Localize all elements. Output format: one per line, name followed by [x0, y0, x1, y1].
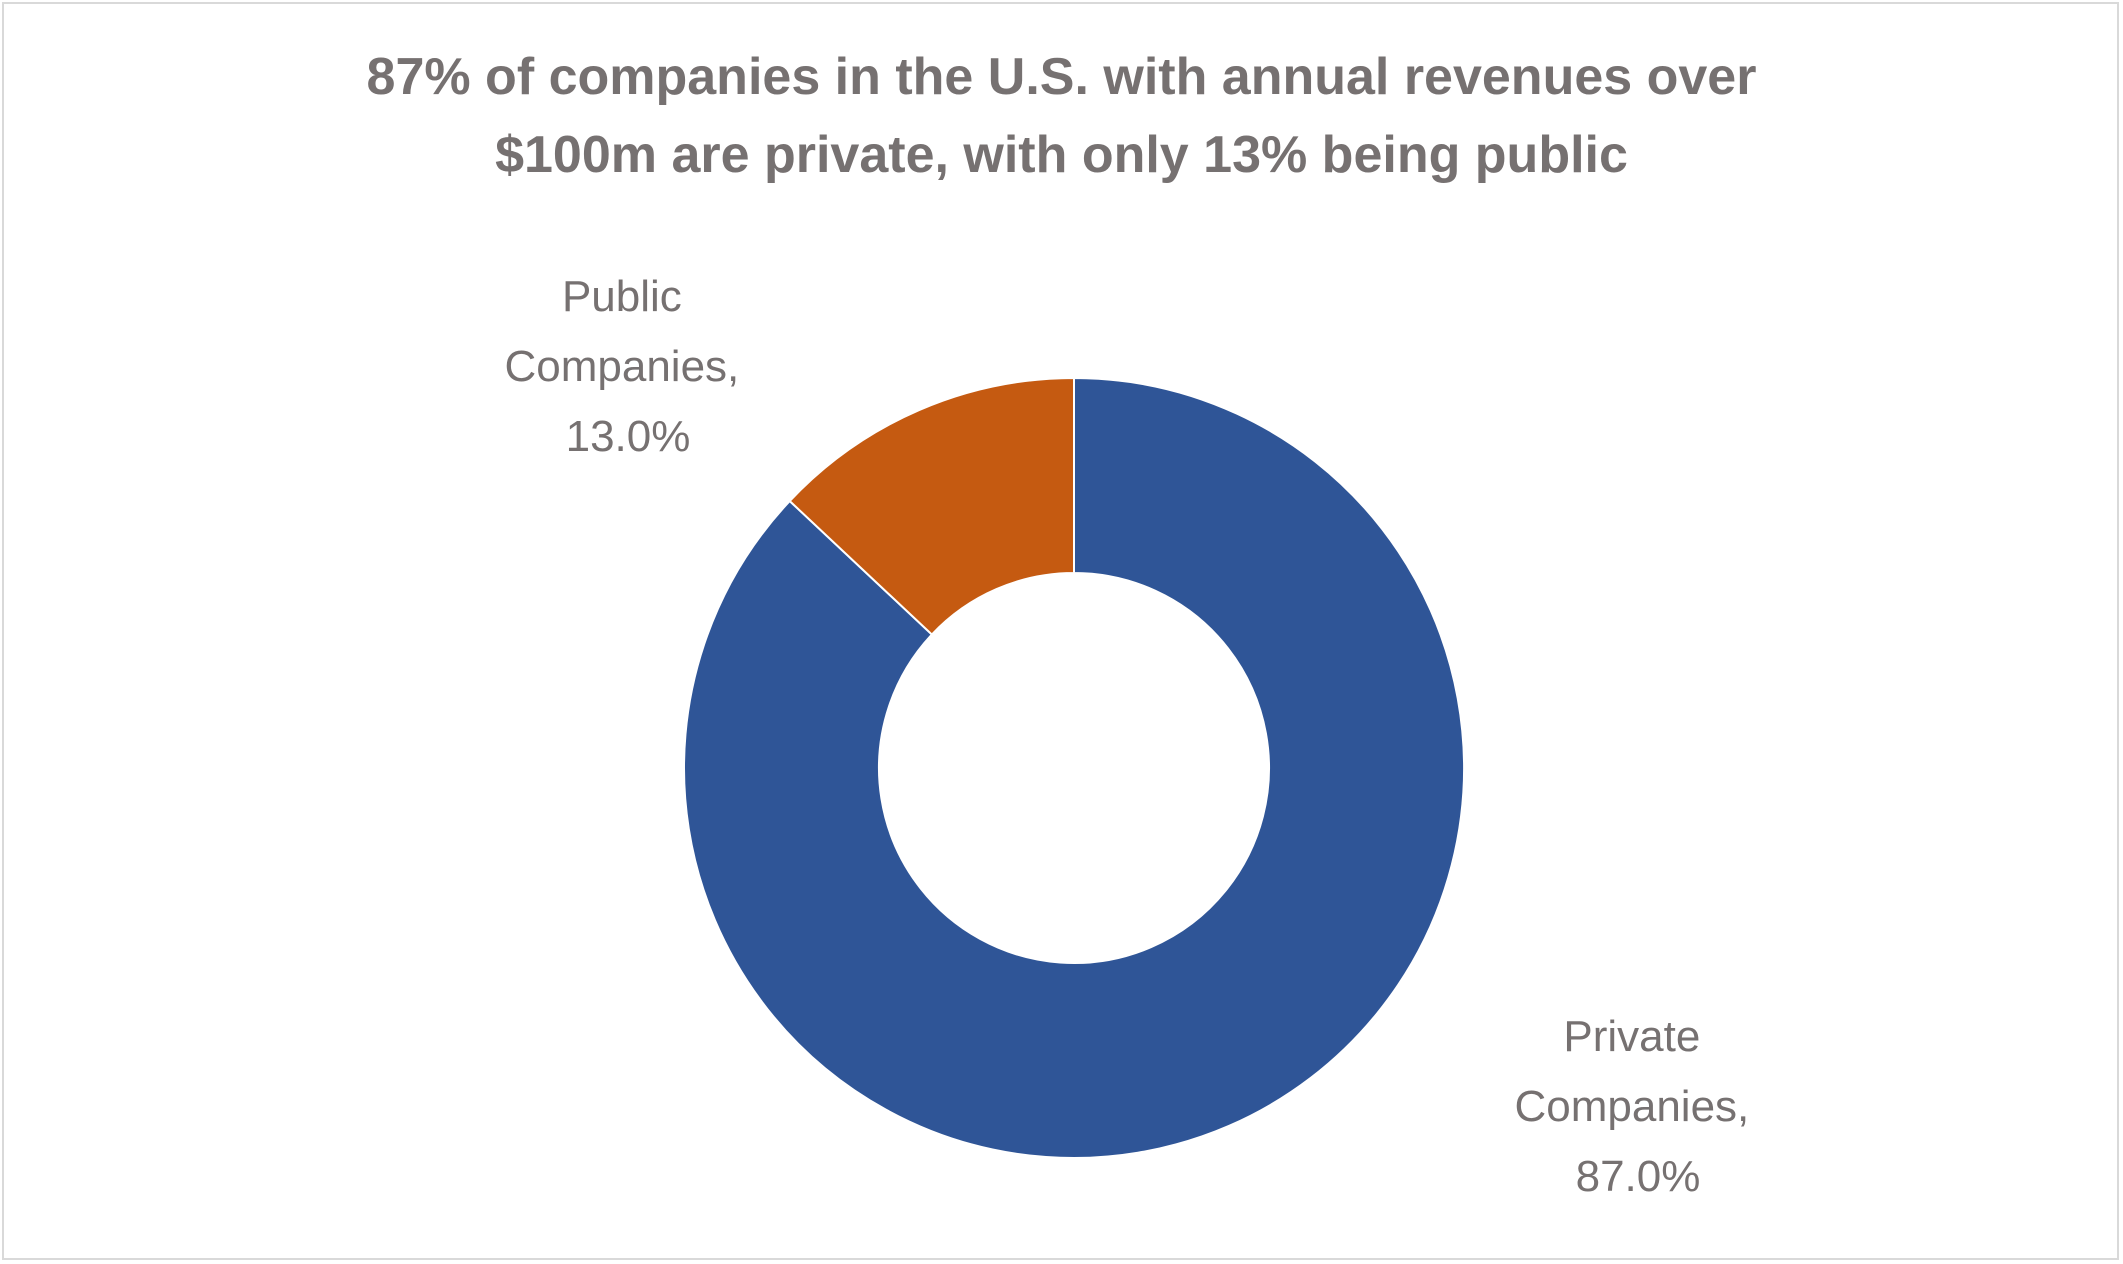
data-label-public-line-2: Companies,: [504, 342, 739, 391]
data-label-public-line-1: Public: [562, 272, 682, 321]
data-label-private-line-2: Companies,: [1514, 1082, 1749, 1131]
chart-title: 87% of companies in the U.S. with annual…: [0, 38, 2123, 194]
donut-slices: [683, 376, 1465, 1159]
data-label-public: Public Companies, 13.0%: [504, 272, 751, 461]
data-label-private-line-3: 87.0%: [1576, 1152, 1701, 1201]
donut-slice-public-companies: [788, 376, 1075, 636]
chart-title-line-2: $100m are private, with only 13% being p…: [495, 126, 1628, 184]
data-label-private-line-1: Private: [1563, 1012, 1700, 1061]
chart-title-line-1: 87% of companies in the U.S. with annual…: [366, 48, 1757, 106]
data-label-public-line-3: 13.0%: [566, 412, 691, 461]
data-label-private: Private Companies, 87.0%: [1514, 1012, 1761, 1201]
donut-slice-private-companies: [683, 376, 1465, 1159]
